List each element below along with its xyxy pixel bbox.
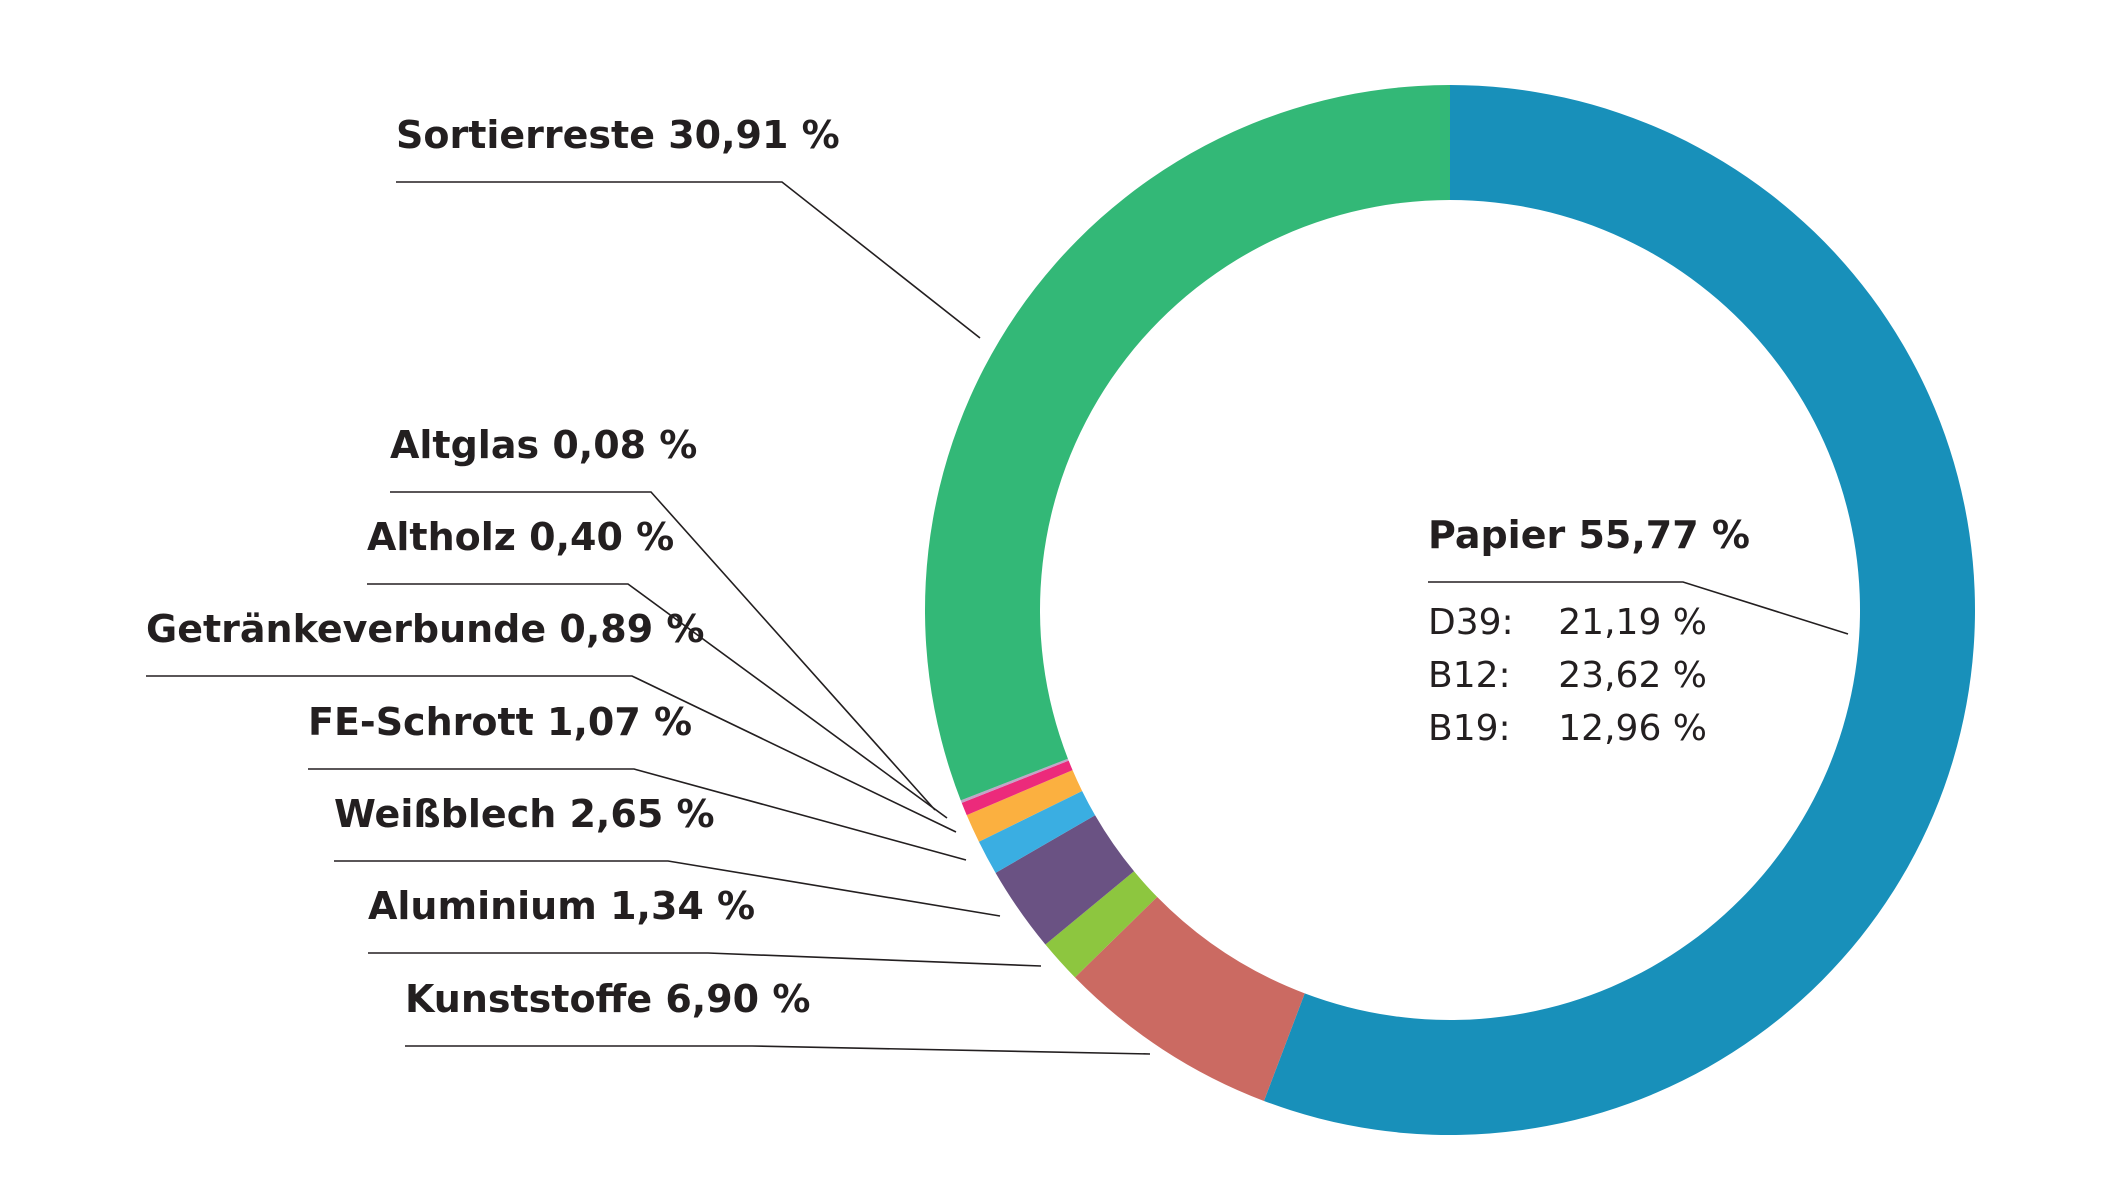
slice-getraenkeverbunde (966, 770, 1083, 842)
breakdown-value-d39: 21,19 % (1558, 602, 1707, 643)
leader-fe-schrott (308, 768, 967, 861)
breakdown-name-b12: B12: (1428, 655, 1511, 696)
label-altholz: Altholz 0,40 % (367, 515, 674, 559)
slice-kunststoffe (1074, 896, 1305, 1101)
breakdown-name-b19: B19: (1428, 708, 1511, 749)
label-getraenkeverbunde: Getränkeverbunde 0,89 % (146, 607, 704, 651)
leader-lines (146, 181, 1849, 1055)
leader-kunststoffe (405, 1045, 1151, 1055)
breakdown-value-b19: 12,96 % (1558, 708, 1707, 749)
label-aluminium: Aluminium 1,34 % (368, 884, 755, 928)
label-kunststoffe: Kunststoffe 6,90 % (405, 977, 810, 1021)
slice-labels: Papier 55,77 % Kunststoffe 6,90 % Aluminiu… (146, 113, 1750, 1021)
leader-papier (1428, 581, 1849, 635)
slice-fe-schrott (978, 790, 1096, 873)
slice-altglas (960, 758, 1069, 803)
leader-aluminium (368, 952, 1042, 967)
slice-aluminium (1045, 871, 1158, 978)
leader-sortierreste (396, 181, 981, 339)
leader-altglas (390, 491, 936, 811)
slice-papier (1263, 85, 1976, 1135)
leader-getraenkeverbunde (146, 675, 957, 833)
leader-weissblech (334, 860, 1001, 917)
slice-weissblech (995, 815, 1135, 945)
slice-altholz (961, 760, 1073, 816)
label-sortierreste: Sortierreste 30,91 % (396, 113, 840, 157)
papier-breakdown: D39: 21,19 % B12: 23,62 % B19: 12,96 % (1428, 602, 1707, 749)
breakdown-name-d39: D39: (1428, 602, 1514, 643)
breakdown-value-b12: 23,62 % (1558, 655, 1707, 696)
slice-sortierreste (925, 85, 1450, 801)
leader-altholz (367, 583, 948, 819)
label-altglas: Altglas 0,08 % (390, 423, 697, 467)
label-weissblech: Weißblech 2,65 % (334, 792, 715, 836)
label-papier: Papier 55,77 % (1428, 513, 1750, 557)
label-fe-schrott: FE-Schrott 1,07 % (308, 700, 692, 744)
donut-slices (925, 85, 1976, 1135)
